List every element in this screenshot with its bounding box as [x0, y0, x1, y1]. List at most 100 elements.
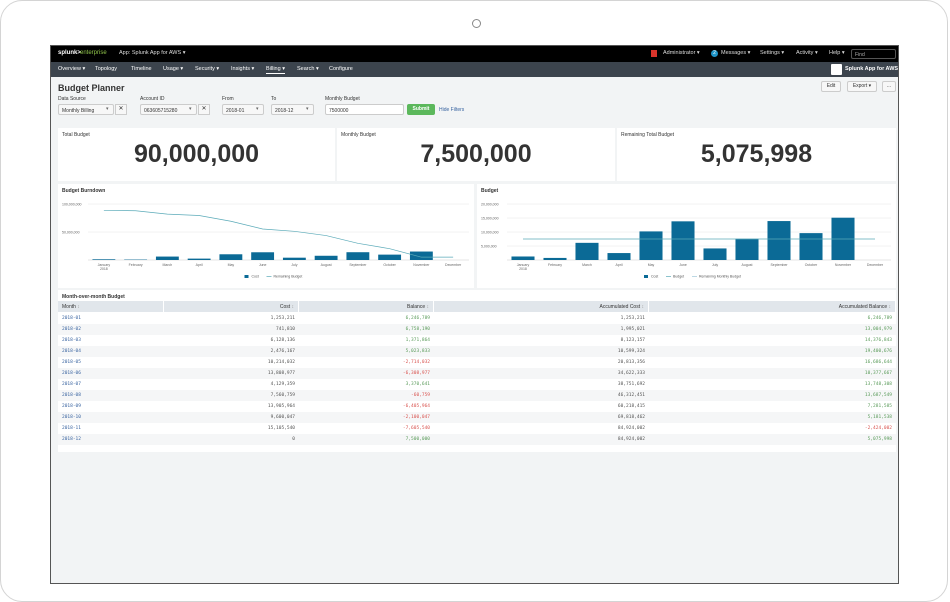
submit-button[interactable]: Submit — [407, 104, 435, 115]
dashboard-button[interactable]: Export — [847, 81, 877, 92]
legend-label: Cost — [252, 275, 259, 279]
bar — [156, 257, 179, 260]
table-cell: 1,995,021 — [434, 327, 649, 332]
column-header[interactable]: Accumulated Cost ↕ — [434, 301, 649, 312]
table-cell: 38,751,692 — [434, 382, 649, 387]
nav-item[interactable]: Security — [195, 66, 219, 72]
table-cell: 5,075,998 — [649, 437, 896, 442]
table-cell: 6,758,190 — [299, 327, 434, 332]
x-tick-label: March — [582, 263, 592, 267]
x-tick-label: November — [413, 263, 430, 267]
table-cell[interactable]: 2018-01 — [58, 316, 164, 321]
bar — [219, 254, 242, 260]
x-tick-label: July — [291, 263, 297, 267]
nav-item[interactable]: Insights — [231, 66, 254, 72]
kpi-value: 90,000,000 — [58, 140, 335, 169]
bar — [703, 248, 726, 260]
find-input[interactable]: Find — [851, 49, 896, 59]
table-cell[interactable]: 2018-09 — [58, 404, 164, 409]
nav-item[interactable]: Topology — [95, 66, 117, 72]
table-cell[interactable]: 2018-06 — [58, 371, 164, 376]
table-cell[interactable]: 2018-11 — [58, 426, 164, 431]
x-tick-label: May — [648, 263, 655, 267]
table-cell: 13,687,549 — [649, 393, 896, 398]
x-tick-label: April — [196, 263, 203, 267]
x-tick-label: April — [615, 263, 622, 267]
table-cell[interactable]: 2018-10 — [58, 415, 164, 420]
table-cell[interactable]: 2018-04 — [58, 349, 164, 354]
top-menu[interactable]: Help — [829, 50, 845, 56]
table-cell[interactable]: 2018-07 — [58, 382, 164, 387]
nav-item[interactable]: Search — [297, 66, 319, 72]
table-cell: 13,808,977 — [164, 371, 299, 376]
table-cell: 14,376,843 — [649, 338, 896, 343]
bar — [735, 239, 758, 260]
chart-title: Budget — [481, 188, 499, 194]
column-header[interactable]: Cost ↕ — [164, 301, 299, 312]
nav-item[interactable]: Timeline — [131, 66, 152, 72]
x-tick-label: February — [129, 263, 143, 267]
camera — [472, 19, 481, 28]
x-tick-label: February — [548, 263, 562, 267]
table-cell: 6,128,136 — [164, 338, 299, 343]
table-cell: 84,924,002 — [434, 426, 649, 431]
column-header[interactable]: Accumulated Balance ↕ — [649, 301, 896, 312]
nav-item[interactable]: Usage — [163, 66, 183, 72]
select-caret: ▾ — [106, 106, 109, 112]
user-menu[interactable]: Administrator — [663, 50, 700, 56]
table-cell[interactable]: 2018-03 — [58, 338, 164, 343]
table-cell: 20,813,356 — [434, 360, 649, 365]
hide-filters-link[interactable]: Hide Filters — [439, 107, 464, 113]
table-cell: -6,405,964 — [299, 404, 434, 409]
nav-item[interactable]: Billing — [266, 66, 285, 74]
column-header[interactable]: Balance ↕ — [299, 301, 434, 312]
table-cell: 13,905,964 — [164, 404, 299, 409]
dashboard-title: Budget Planner — [58, 83, 125, 93]
nav-app-label: Splunk App for AWS — [845, 66, 898, 72]
table-cell: 10,214,032 — [164, 360, 299, 365]
column-header[interactable]: Month ↕ — [58, 301, 164, 312]
table-cell: 6,246,789 — [299, 316, 434, 321]
table-cell: 1,253,211 — [434, 316, 649, 321]
nav-item[interactable]: Overview — [58, 66, 85, 72]
app-icon — [831, 64, 842, 75]
table-cell: 15,105,540 — [164, 426, 299, 431]
messages-menu[interactable]: Messages — [721, 50, 750, 56]
bar — [767, 221, 790, 260]
app-menu[interactable]: App: Splunk App for AWS — [119, 50, 185, 56]
x-tick-label: September — [349, 263, 367, 267]
table-cell[interactable]: 2018-02 — [58, 327, 164, 332]
logo-brand: splunk> — [58, 50, 81, 56]
table-cell: 1,371,864 — [299, 338, 434, 343]
table-cell: 1,253,211 — [164, 316, 299, 321]
y-tick-label: 50,000,000 — [62, 231, 80, 235]
nav-item[interactable]: Configure — [329, 66, 353, 72]
clear-button[interactable]: ✕ — [115, 104, 127, 115]
table-cell: 13,748,308 — [649, 382, 896, 387]
clear-button[interactable]: ✕ — [198, 104, 210, 115]
table-cell: 46,312,451 — [434, 393, 649, 398]
dashboard-button[interactable]: ... — [882, 81, 896, 92]
table-title: Month-over-month Budget — [62, 294, 125, 300]
x-tick-label: October — [805, 263, 818, 267]
select-caret: ▾ — [256, 106, 259, 112]
table-cell: 5,023,833 — [299, 349, 434, 354]
filter-input[interactable]: 7500000 — [325, 104, 404, 115]
top-menu[interactable]: Activity — [796, 50, 818, 56]
bar — [575, 243, 598, 260]
table-cell: -2,424,002 — [649, 426, 896, 431]
table-cell: 10,599,324 — [434, 349, 649, 354]
table-cell[interactable]: 2018-05 — [58, 360, 164, 365]
y-tick-label: 15,000,000 — [481, 217, 499, 221]
table-cell[interactable]: 2018-08 — [58, 393, 164, 398]
table-cell: 84,924,002 — [434, 437, 649, 442]
dashboard-button[interactable]: Edit — [821, 81, 841, 92]
top-menu[interactable]: Settings — [760, 50, 784, 56]
x-tick-label: August — [742, 263, 753, 267]
legend-label: Cost — [651, 275, 658, 279]
legend-swatch — [644, 275, 648, 278]
x-tick-label: December — [445, 263, 462, 267]
table-cell[interactable]: 2018-12 — [58, 437, 164, 442]
